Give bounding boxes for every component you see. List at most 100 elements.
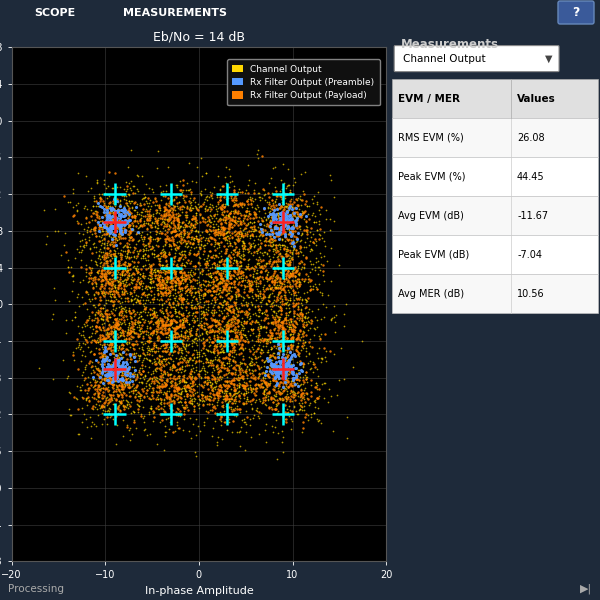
Point	[278, 284, 287, 293]
Point	[145, 429, 155, 439]
Point	[227, 406, 236, 416]
Point	[119, 219, 128, 229]
Point	[302, 287, 312, 296]
Point	[88, 403, 97, 413]
Point	[99, 222, 109, 232]
Point	[225, 257, 235, 267]
Point	[218, 277, 227, 287]
Point	[251, 336, 261, 346]
Point	[193, 347, 202, 356]
Point	[93, 274, 103, 283]
Point	[100, 269, 109, 279]
Point	[304, 304, 313, 313]
Point	[94, 358, 103, 367]
Point	[138, 261, 148, 271]
Point	[112, 287, 122, 297]
Point	[281, 214, 290, 223]
Point	[271, 220, 281, 230]
Point	[239, 316, 248, 325]
Point	[301, 297, 311, 307]
Point	[224, 349, 233, 358]
Point	[251, 254, 261, 264]
Point	[101, 373, 110, 382]
Point	[162, 393, 172, 403]
Point	[219, 360, 229, 370]
Point	[189, 317, 199, 326]
Point	[248, 384, 258, 394]
Point	[155, 272, 165, 281]
Point	[111, 263, 121, 272]
Point	[314, 384, 324, 394]
Point	[113, 384, 123, 394]
Point	[259, 248, 269, 257]
Point	[214, 364, 223, 373]
Point	[100, 291, 109, 301]
Point	[242, 370, 252, 380]
Point	[280, 258, 290, 268]
Point	[256, 298, 266, 307]
Point	[221, 338, 230, 347]
Point	[182, 212, 191, 222]
Point	[103, 238, 112, 248]
Point	[122, 370, 132, 380]
Point	[170, 284, 180, 293]
Point	[175, 217, 184, 226]
Point	[191, 203, 201, 213]
Point	[253, 274, 263, 283]
Point	[220, 281, 230, 290]
Point	[241, 427, 250, 437]
Point	[271, 365, 281, 375]
Point	[110, 355, 119, 364]
Point	[229, 238, 239, 247]
Point	[223, 323, 233, 332]
Point	[282, 216, 292, 226]
Point	[271, 271, 281, 281]
Point	[86, 368, 96, 377]
Point	[269, 210, 279, 220]
Point	[212, 274, 222, 284]
Point	[111, 226, 121, 235]
Point	[319, 343, 328, 353]
Point	[259, 322, 268, 332]
Point	[170, 328, 180, 337]
Point	[244, 397, 253, 406]
Point	[106, 224, 116, 234]
Point	[248, 349, 257, 359]
Point	[103, 229, 112, 239]
Point	[276, 190, 286, 200]
Point	[247, 360, 257, 370]
Point	[116, 298, 125, 308]
Point	[226, 403, 235, 412]
Point	[181, 357, 191, 367]
Point	[153, 254, 163, 263]
Point	[275, 339, 284, 349]
Point	[256, 220, 266, 229]
Point	[173, 215, 183, 224]
Point	[220, 394, 229, 404]
Point	[295, 359, 305, 368]
Point	[270, 275, 280, 285]
Point	[247, 297, 256, 307]
Point	[288, 180, 298, 190]
Point	[310, 395, 320, 404]
Point	[247, 365, 257, 374]
Point	[250, 235, 259, 245]
Point	[98, 366, 108, 376]
Point	[66, 410, 76, 419]
Point	[219, 314, 229, 323]
Point	[165, 286, 175, 296]
Point	[116, 319, 126, 329]
Point	[265, 337, 275, 347]
Point	[208, 274, 218, 284]
Point	[146, 201, 156, 211]
Point	[279, 326, 289, 336]
Point	[262, 400, 271, 409]
Point	[282, 347, 292, 356]
Point	[164, 392, 174, 401]
Point	[268, 370, 277, 380]
Point	[227, 351, 236, 361]
Point	[236, 231, 245, 241]
Point	[104, 275, 114, 284]
Point	[308, 259, 317, 268]
Point	[125, 229, 135, 238]
